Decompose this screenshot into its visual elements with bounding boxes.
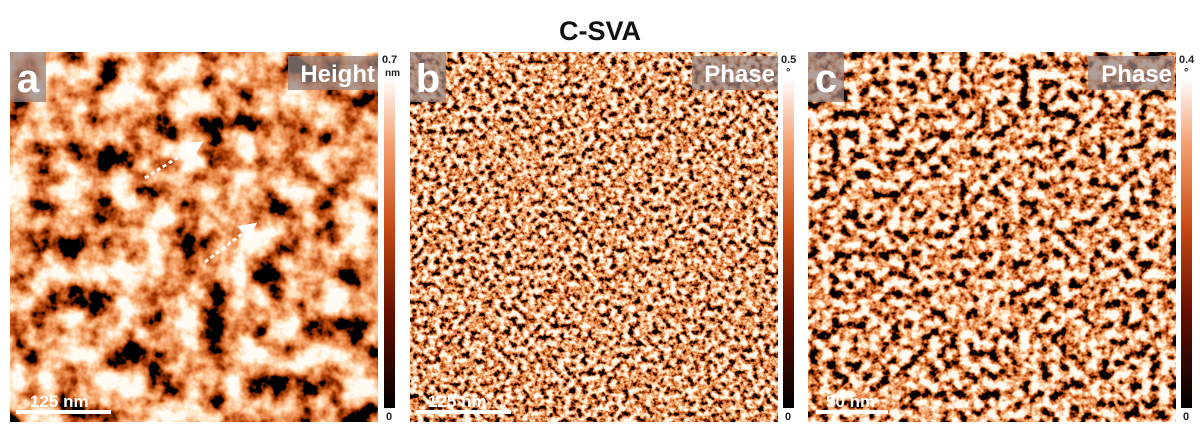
panel-letter: a (17, 57, 40, 101)
colorbar-unit: ° (786, 67, 790, 79)
colorbar-max: 0.4 (1179, 54, 1195, 66)
panel-label: Phase (704, 61, 775, 88)
colorbar-unit: ° (1184, 67, 1188, 79)
page: C-SVA a Height 125 nm 0.7 nm 0 b Phase 1… (0, 0, 1200, 425)
panel: b Phase 125 nm 0.5 ° 0 (410, 52, 796, 423)
colorbar-max: 0.5 (781, 54, 796, 66)
scale-bar-label: 125 nm (30, 392, 89, 411)
figure: C-SVA a Height 125 nm 0.7 nm 0 b Phase 1… (0, 0, 1200, 425)
scale-bar-label: 125 nm (428, 392, 487, 411)
afm-image (410, 52, 778, 422)
scale-bar-label: 50 nm (826, 392, 875, 411)
afm-image (10, 52, 378, 422)
panel-letter: c (815, 57, 837, 101)
colorbar (384, 78, 395, 408)
figure-title: C-SVA (559, 16, 641, 46)
afm-image (808, 52, 1176, 422)
panel: a Height 125 nm 0.7 nm 0 (10, 52, 400, 423)
colorbar-unit: nm (385, 68, 400, 79)
colorbar (1181, 78, 1192, 408)
colorbar-min: 0 (386, 411, 392, 423)
panel-letter: b (416, 57, 440, 101)
panel-label: Phase (1101, 61, 1172, 88)
panel-label: Height (300, 61, 375, 88)
colorbar-min: 0 (1183, 411, 1189, 423)
colorbar (783, 78, 794, 408)
colorbar-max: 0.7 (382, 54, 397, 66)
panel: c Phase 50 nm 0.4 ° 0 (808, 52, 1195, 423)
colorbar-min: 0 (785, 411, 791, 423)
